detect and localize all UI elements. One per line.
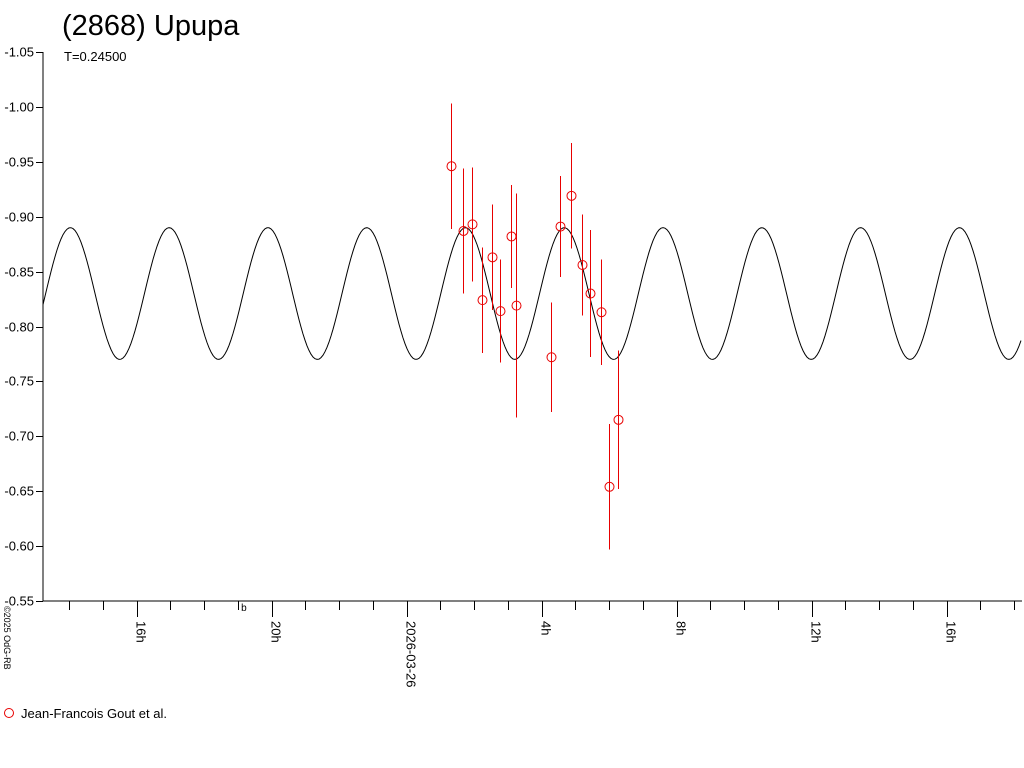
- x-tick-label: 4h: [539, 621, 554, 635]
- data-point: [596, 307, 607, 318]
- y-tick-label: -0.85: [4, 265, 34, 280]
- x-tick-label: 16h: [134, 621, 149, 643]
- data-point: [458, 225, 469, 236]
- x-tick-label: 8h: [674, 621, 689, 635]
- legend: Jean-Francois Gout et al.: [4, 705, 167, 721]
- model-curve: [42, 227, 1022, 360]
- y-tick-label: -0.70: [4, 429, 34, 444]
- page-title: (2868) Upupa: [62, 10, 240, 42]
- axis-annotation-b: b: [241, 603, 247, 614]
- y-tick-label: -1.00: [4, 100, 34, 115]
- data-series: [446, 103, 624, 550]
- data-point: [604, 481, 615, 492]
- x-tick-label: 12h: [809, 621, 824, 643]
- data-point: [495, 306, 506, 317]
- y-tick-label: -1.05: [4, 45, 34, 60]
- y-tick-label: -0.65: [4, 484, 34, 499]
- data-point: [546, 352, 557, 363]
- data-point: [467, 219, 478, 230]
- x-tick-label: 2026-03-26: [404, 621, 419, 688]
- data-point: [511, 300, 522, 311]
- y-tick-label: -0.90: [4, 210, 34, 225]
- y-tick-label: -0.80: [4, 320, 34, 335]
- data-point: [487, 252, 498, 263]
- data-point: [477, 295, 488, 306]
- y-tick-label: -0.60: [4, 539, 34, 554]
- legend-open-circle-icon: [4, 708, 14, 718]
- data-point: [613, 414, 624, 425]
- y-tick-label: -0.55: [4, 594, 34, 609]
- data-point: [446, 161, 457, 172]
- data-point: [577, 260, 588, 271]
- y-tick-label: -0.95: [4, 155, 34, 170]
- data-point: [566, 190, 577, 201]
- legend-series-label: Jean-Francois Gout et al.: [21, 705, 167, 721]
- data-point: [585, 288, 596, 299]
- data-point: [555, 221, 566, 232]
- x-tick-label: 16h: [944, 621, 959, 643]
- copyright-watermark: ©2025 OdG-RB: [2, 606, 12, 670]
- axes: -1.05 -1.00 -0.95 -0.90 -0.85 -0.80 -0.75 -0.70…: [4, 45, 1022, 688]
- period-subtitle: T=0.24500: [64, 49, 127, 64]
- y-tick-label: -0.75: [4, 374, 34, 389]
- x-tick-label: 20h: [269, 621, 284, 643]
